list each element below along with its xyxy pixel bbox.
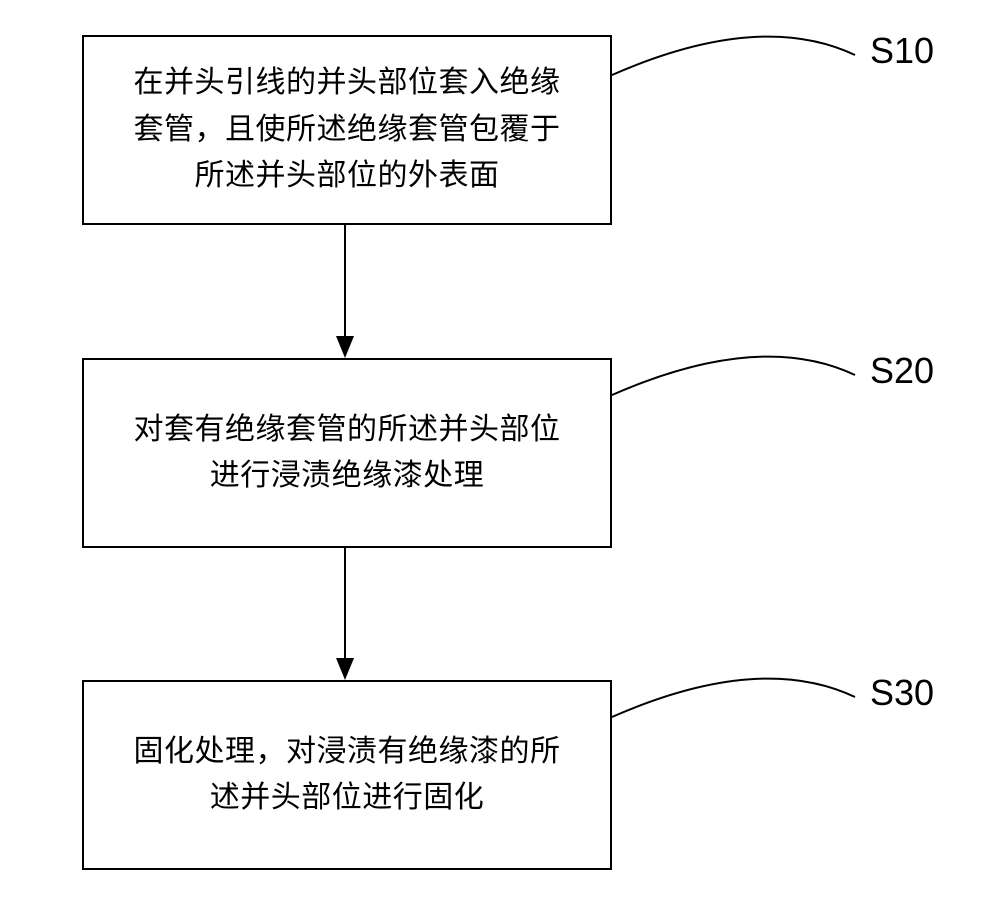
leader-curve-s30 (607, 647, 860, 722)
leader-curve-s10 (607, 5, 860, 80)
step-box-s30: 固化处理，对浸渍有绝缘漆的所 述并头部位进行固化 (82, 680, 612, 870)
step-label-s20: S20 (870, 350, 934, 392)
step-text-s30: 固化处理，对浸渍有绝缘漆的所 述并头部位进行固化 (134, 729, 561, 822)
flow-arrow-2 (327, 548, 363, 680)
step-label-s30: S30 (870, 672, 934, 714)
step-box-s20: 对套有绝缘套管的所述并头部位 进行浸渍绝缘漆处理 (82, 358, 612, 548)
step-label-s10: S10 (870, 30, 934, 72)
step-box-s10: 在并头引线的并头部位套入绝缘 套管，且使所述绝缘套管包覆于 所述并头部位的外表面 (82, 35, 612, 225)
flow-arrow-1 (327, 225, 363, 358)
step-text-s10: 在并头引线的并头部位套入绝缘 套管，且使所述绝缘套管包覆于 所述并头部位的外表面 (134, 60, 561, 200)
leader-curve-s20 (607, 325, 860, 400)
step-text-s20: 对套有绝缘套管的所述并头部位 进行浸渍绝缘漆处理 (134, 407, 561, 500)
